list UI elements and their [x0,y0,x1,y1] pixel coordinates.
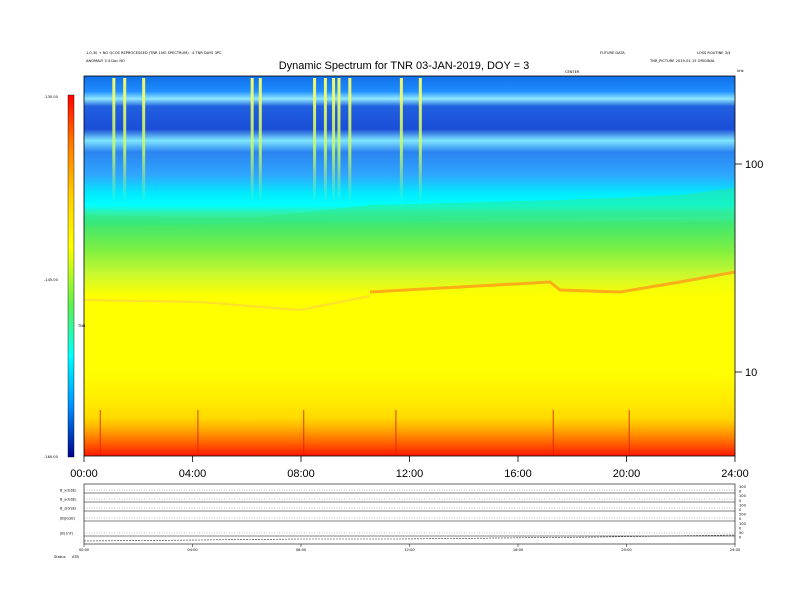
burst-mark [418,78,422,204]
mag-right-tick: 0 [739,490,742,494]
burst-mark [142,78,146,204]
colorbar-tick-bottom: -160.00 [44,455,59,459]
burst-layer [112,78,422,204]
mag-row-label: B_z(GSE) [60,507,77,511]
burst-mark [399,78,403,204]
mag-footer-mark: ATB [72,555,79,559]
chart-title: Dynamic Spectrum for TNR 03-JAN-2019, DO… [279,60,530,72]
header-right-top-left: FUTURE DATA [600,51,625,55]
burst-mark [313,78,317,204]
right-axis: 100 10 kHz [735,69,763,379]
colorbar-tick-mid: -145.00 [44,278,59,282]
mag-panel-frame [83,483,736,545]
green-edge-shape [84,188,735,226]
orange-trace [369,270,736,294]
right-tick-label-10: 10 [745,367,757,379]
mag-right-tick: 100 [739,503,747,507]
x-tick-label: 08:00 [287,468,315,480]
x-tick-label: 24:00 [721,468,749,480]
burst-mark [337,78,341,204]
burst-mark [123,78,127,204]
burst-mark [250,78,254,204]
mag-x-axis: 00:00 04:00 08:00 12:00 16:00 20:00 24:00 [79,544,741,552]
mag-x-tick-label: 04:00 [187,548,198,552]
mag-x-tick-label: 16:00 [513,548,524,552]
colorbar: -130.00 -145.00 -160.00 TNR [44,94,86,459]
mag-row-label: B_x(GSE) [60,489,77,493]
header-sub-label: CENTER [565,70,580,74]
header-right-line2: TNR_PICTURE 2019-01-15 ORIGINAL [649,59,715,63]
mag-magnitude-trace [83,534,736,542]
header-right-top-right: LOSS ROUTINE 3/4 [697,51,731,55]
left-trace [83,295,371,312]
right-tick-label-100: 100 [745,159,763,171]
mag-right-tick: 100 [739,494,747,498]
burst-mark [332,78,336,204]
right-axis-unit: kHz [737,69,744,73]
colorbar-gradient [67,94,75,458]
mag-row-label: |B| (nT) [60,532,74,536]
spike-layer [99,410,630,456]
burst-mark [348,78,352,204]
mag-right-tick: 0 [739,499,742,503]
mag-x-tick-label: 12:00 [404,548,415,552]
colorbar-label: TNR [77,324,86,328]
header-left-line2: ANOMALY 3 4 Doc NO [86,59,125,63]
mag-right-tick: 100 [739,485,747,489]
mag-right-tick: 0 [739,508,742,512]
mag-row-label: |B|(GSE) [60,517,76,521]
mag-x-tick-label: 00:00 [79,548,90,552]
mag-right-tick: 50 [739,531,744,535]
burst-mark [112,78,116,204]
x-tick-label: 04:00 [179,468,207,480]
x-tick-label: 00:00 [70,468,98,480]
mag-x-tick-label: 24:00 [730,548,741,552]
spectrogram-panel: 00:00 04:00 08:00 12:00 16:00 20:00 24:00 [70,75,749,480]
mag-rows: B_x(GSE) B_y(GSE) B_z(GSE) |B|(GSE) |B| (nT)… [60,485,747,542]
yellow-region-shape [84,270,735,456]
x-tick-label: 16:00 [504,468,532,480]
mag-footer-label: Status [54,555,66,559]
mag-right-tick: 0 [739,526,742,530]
burst-mark [323,78,327,204]
header-left-line1: 1.0.30 + NO QCOS REPROCESSED (TNR 1NO SP… [86,51,222,55]
mag-x-tick-label: 20:00 [621,548,632,552]
mag-row-label: B_y(GSE) [60,498,77,502]
bottom-red-band [84,418,735,456]
mag-right-tick: 500 [739,513,747,517]
x-axis: 00:00 04:00 08:00 12:00 16:00 20:00 24:00 [70,456,749,480]
mag-right-tick: 0 [739,536,742,540]
mag-x-tick-label: 08:00 [296,548,307,552]
colorbar-tick-top: -130.00 [44,95,59,99]
magnetic-field-panel: B_x(GSE) B_y(GSE) B_z(GSE) |B|(GSE) |B| (nT)… [54,483,747,559]
burst-mark [258,78,262,204]
mag-right-tick: 100 [739,522,747,526]
x-tick-label: 12:00 [396,468,424,480]
mag-right-tick: 0 [739,517,742,521]
x-tick-label: 20:00 [613,468,641,480]
